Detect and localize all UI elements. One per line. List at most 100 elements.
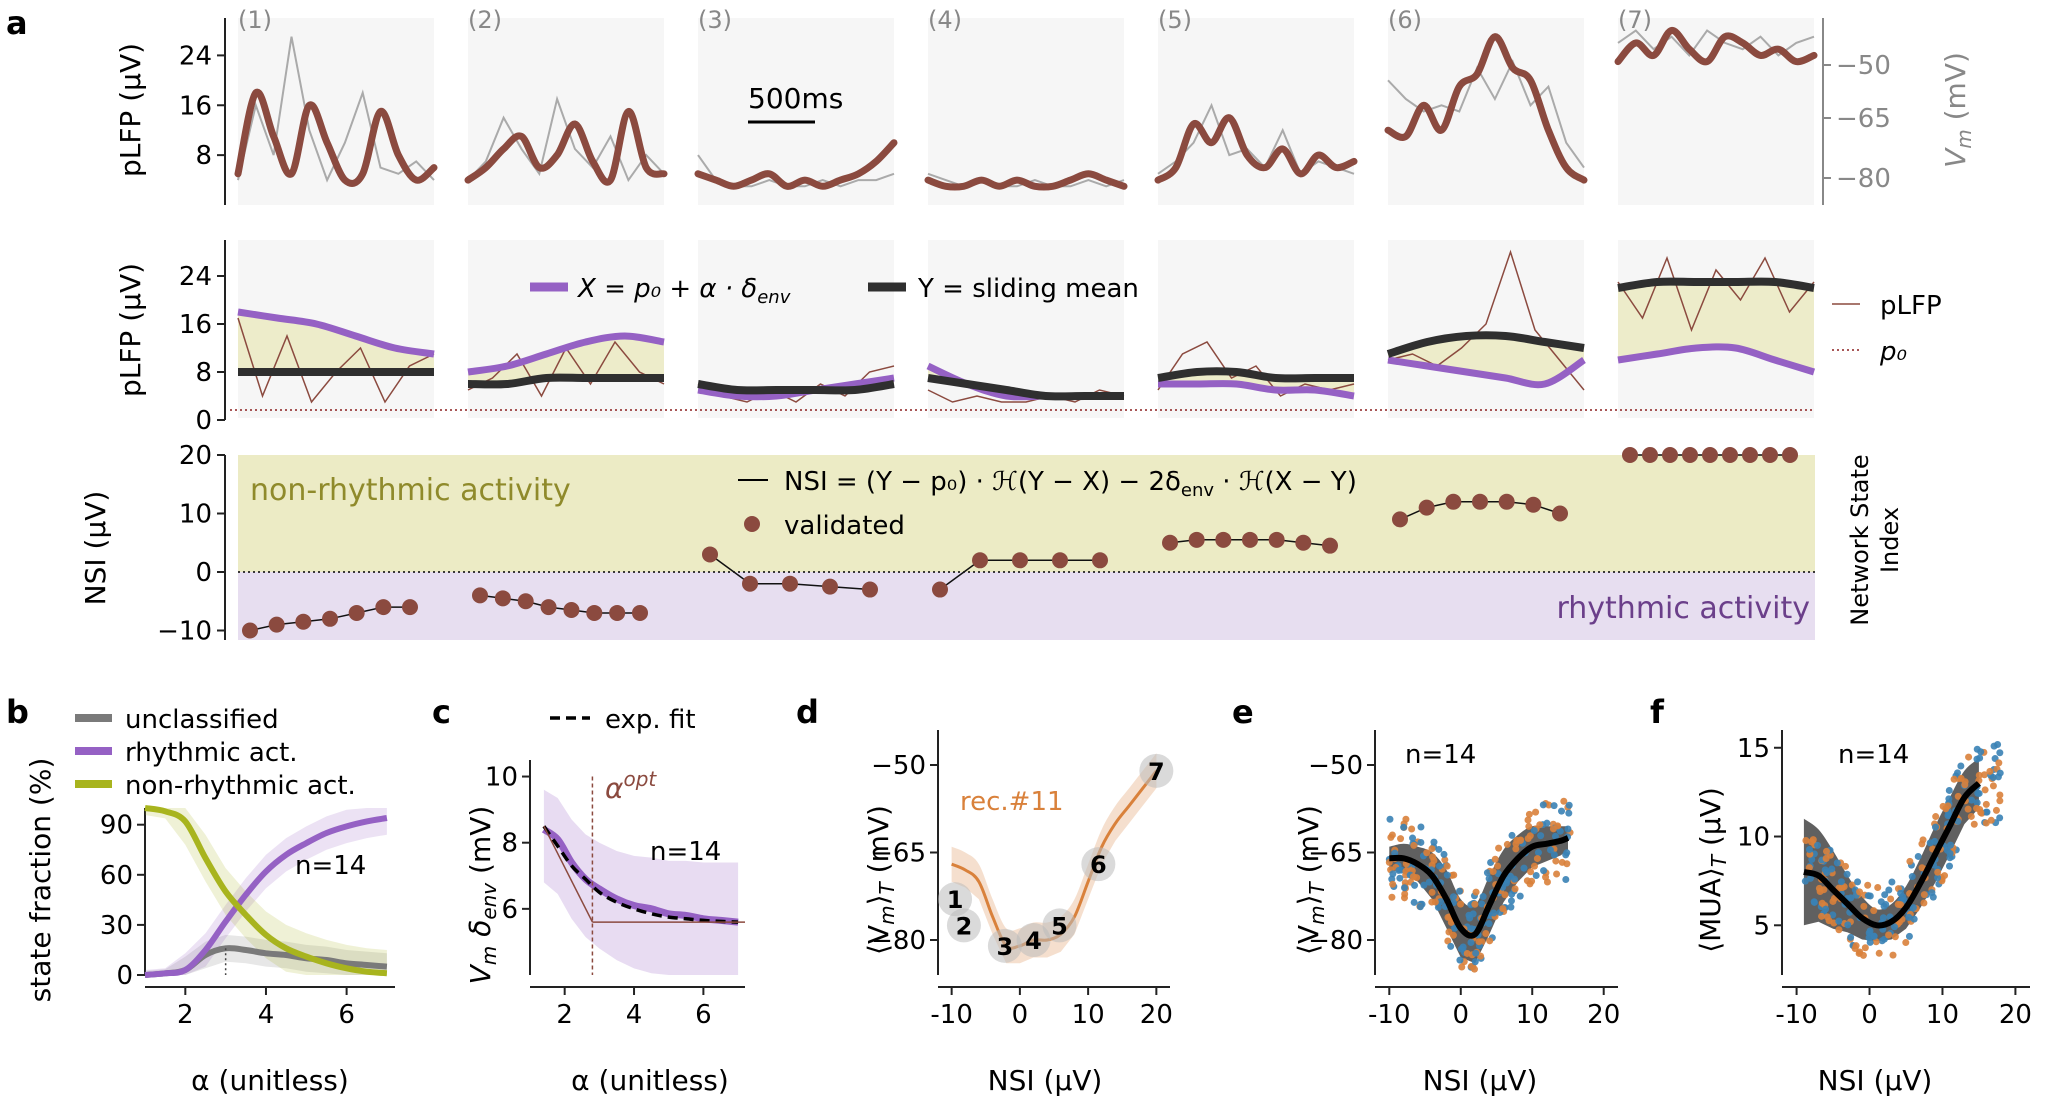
f-data-point: [1975, 771, 1983, 779]
f-data-point: [1996, 769, 2004, 777]
e-series: [1385, 797, 1574, 973]
f-data-point: [1928, 889, 1936, 897]
d-state-label: 7: [1148, 758, 1165, 786]
d-series: 123 45 6 7: [938, 753, 1174, 964]
c-legend-label: exp. fit: [605, 705, 696, 735]
e-data-point: [1455, 887, 1463, 895]
e-data-point: [1447, 942, 1455, 950]
e-data-point: [1410, 841, 1418, 849]
f-data-point: [1856, 888, 1864, 896]
panel-label-f: f: [1650, 693, 1665, 731]
nsi-validated-point: [1552, 505, 1568, 522]
y-sliding-mean-trace: [1157, 367, 1354, 383]
e-data-point: [1471, 958, 1479, 966]
y-tick-label: −10: [157, 617, 212, 647]
f-data-point: [1870, 907, 1878, 915]
e-data-point: [1400, 884, 1408, 892]
x-tick-label: 10: [1926, 1000, 1959, 1030]
e-data-point: [1400, 823, 1408, 831]
vm-trace: [1157, 102, 1355, 176]
e-data-point: [1530, 862, 1538, 870]
panel-label-c: c: [432, 693, 451, 731]
f-data-point: [1802, 837, 1810, 845]
x-tick-label: 4: [258, 1000, 275, 1030]
e-data-point: [1549, 825, 1557, 833]
f-data-point: [1990, 742, 1998, 750]
row1-right-y-ticks: −50 −65 −80: [1823, 51, 1891, 194]
f-data-point: [1814, 841, 1822, 849]
row1-y-ticks: 8 16 24: [179, 41, 225, 171]
y-tick-label: 10: [485, 763, 518, 793]
row3-y-label: NSI (μV): [79, 491, 112, 606]
nsi-validated-point: [1472, 493, 1488, 510]
e-data-point: [1410, 898, 1418, 906]
f-data-point: [1977, 748, 1985, 756]
x-envelope-trace: [1617, 343, 1816, 376]
plfp-trace: [234, 88, 438, 187]
y-tick-label: 0: [195, 406, 212, 436]
legend-validated-label: validated: [784, 511, 905, 541]
f-data-point: [1945, 862, 1953, 870]
c-x-label: α (unitless): [571, 1064, 729, 1097]
x-tick-label: 6: [695, 1000, 712, 1030]
y-tick-label: 8: [195, 358, 212, 388]
y-sliding-mean-trace: [1386, 331, 1585, 358]
e-data-point: [1436, 862, 1444, 870]
f-data-point: [1973, 799, 1981, 807]
f-data-point: [1975, 789, 1983, 797]
e-data-point: [1458, 963, 1466, 971]
e-data-point: [1449, 893, 1457, 901]
b-x-label: α (unitless): [191, 1064, 349, 1097]
nsi-validated-point: [1682, 447, 1698, 463]
y-tick-label: −80: [871, 926, 926, 956]
e-data-point: [1441, 856, 1449, 864]
b-n-label: n=14: [295, 851, 366, 881]
nsi-validated-point: [586, 604, 603, 621]
y-tick-label: 0: [116, 961, 133, 991]
y-tick-label: −50: [871, 751, 926, 781]
b-band: [145, 808, 387, 975]
f-data-point: [1822, 855, 1830, 863]
f-data-point: [1954, 792, 1962, 800]
e-y-label: ⟨Vm⟩T (mV): [1292, 805, 1329, 955]
y-tick-label: 6: [501, 895, 518, 925]
f-data-point: [1989, 773, 1997, 781]
e-data-point: [1409, 873, 1417, 881]
e-data-point: [1472, 888, 1480, 896]
panel-label-b: b: [6, 693, 29, 731]
nsi-validated-point: [702, 546, 718, 563]
f-data-point: [1996, 814, 2004, 822]
c-band: [543, 789, 739, 975]
x-tick-label: -10: [1368, 1000, 1410, 1030]
nsi-validated-point: [932, 581, 948, 598]
nsi-validated-point: [402, 599, 418, 616]
f-data-point: [1914, 852, 1922, 860]
f-data-point: [1996, 749, 2004, 757]
f-data-point: [1815, 884, 1823, 892]
e-data-point: [1417, 823, 1425, 831]
x-y-gap-fill: [238, 312, 434, 372]
f-data-point: [1829, 911, 1837, 919]
e-data-point: [1528, 877, 1536, 885]
f-data-point: [1806, 874, 1814, 882]
e-data-point: [1562, 875, 1570, 883]
nsi-validated-point: [494, 590, 511, 607]
b-series-line: [144, 815, 388, 978]
d-y-label: ⟨Vm⟩T (mV): [862, 805, 899, 955]
e-data-point: [1471, 900, 1479, 908]
f-data-point: [1909, 904, 1917, 912]
f-data-point: [1918, 840, 1926, 848]
b-series: [144, 805, 388, 978]
plfp-trace: [694, 139, 898, 190]
c-alpha-opt-label: αopt: [605, 767, 657, 805]
e-data-point: [1440, 850, 1448, 858]
row2-traces: [237, 249, 1816, 404]
e-data-point: [1437, 898, 1445, 906]
f-data-point: [1842, 862, 1850, 870]
right-y-tick-label: −65: [1836, 104, 1891, 134]
b-series-line: [144, 805, 388, 977]
nsi-validated-point: [1392, 511, 1408, 528]
nsi-validated-point: [1762, 447, 1778, 463]
f-data-point: [1953, 769, 1961, 777]
f-data-point: [1973, 804, 1981, 812]
